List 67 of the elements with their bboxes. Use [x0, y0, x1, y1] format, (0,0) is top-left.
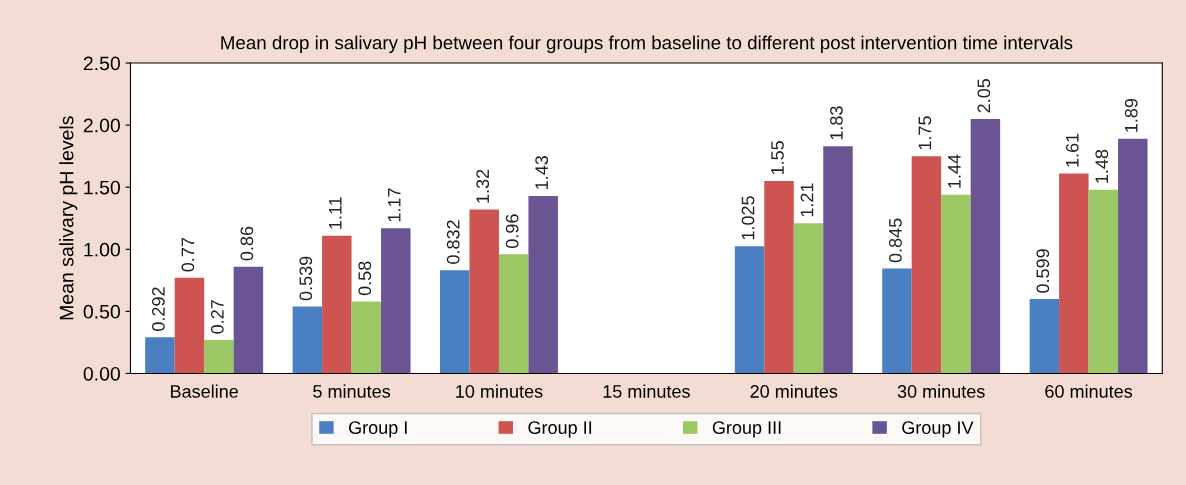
data-label: 0.292: [152, 287, 165, 331]
data-label: 1.025: [741, 196, 755, 240]
data-label: 1.44: [948, 154, 961, 188]
data-label: 0.58: [358, 261, 372, 296]
bar: [882, 268, 912, 374]
x-tick-label: 30 minutes: [897, 384, 985, 398]
data-label: 1.48: [1095, 149, 1109, 183]
bar: [764, 181, 794, 374]
data-label: 1.83: [830, 106, 843, 140]
bar: [1059, 173, 1089, 374]
bar: [440, 270, 470, 374]
y-tick-label: 1.00: [84, 242, 120, 257]
data-label: 0.77: [181, 238, 195, 272]
x-tick-label: 60 minutes: [1045, 384, 1133, 398]
data-label: 1.75: [918, 116, 932, 150]
y-tick-label: 2.50: [83, 56, 120, 71]
data-label: 0.96: [505, 214, 519, 248]
bar: [204, 339, 234, 374]
y-tick-label: 2.00: [83, 118, 120, 133]
data-label: 0.539: [299, 256, 313, 301]
bar: [528, 195, 558, 374]
data-label: 1.55: [771, 141, 784, 175]
y-tick-label: 0.50: [83, 304, 120, 319]
bar: [1088, 189, 1119, 374]
data-label: 0.86: [240, 226, 254, 261]
bar: [292, 306, 323, 374]
bar: [145, 337, 175, 374]
bar: [793, 223, 824, 374]
x-tick-label: Baseline: [171, 384, 238, 398]
bar: [734, 246, 765, 374]
bar: [1118, 138, 1148, 374]
bar: [823, 146, 853, 374]
data-label: 1.89: [1124, 98, 1138, 132]
legend-label: Group I: [349, 421, 407, 438]
x-tick-label: 20 minutes: [750, 384, 838, 398]
bar: [941, 194, 971, 374]
y-tick-label: 1.50: [84, 180, 120, 195]
x-tick-label: 5 minutes: [313, 384, 391, 398]
y-axis-title: Mean salivary pH levels: [59, 116, 78, 320]
data-label: 1.21: [800, 183, 814, 217]
data-label: 1.32: [476, 169, 490, 203]
data-label: 1.17: [388, 188, 401, 222]
bar: [322, 235, 352, 374]
bar: [911, 156, 942, 374]
bar: [970, 118, 1001, 374]
legend-label: Group IV: [902, 421, 974, 438]
data-label: 0.27: [210, 300, 224, 334]
data-label: 1.11: [329, 197, 342, 229]
data-label: 0.599: [1036, 249, 1050, 293]
chart-title: Mean drop in salivary pH between four groups from baseline to different post intervention time intervals: [221, 35, 1073, 54]
y-tick-label: 0.00: [83, 366, 120, 381]
bar: [1029, 299, 1060, 374]
legend-label: Group III: [712, 421, 781, 438]
bar: [498, 254, 529, 374]
data-label: 2.05: [977, 78, 991, 113]
data-label: 1.61: [1065, 133, 1079, 167]
bar: [233, 266, 264, 374]
x-tick-label: 10 minutes: [456, 384, 543, 398]
data-label: 0.845: [889, 218, 902, 263]
bar: [381, 228, 411, 374]
bar: [174, 277, 205, 374]
data-label: 1.43: [535, 156, 549, 189]
data-label: 0.832: [446, 220, 460, 264]
x-tick-label: 15 minutes: [603, 384, 690, 398]
legend-label: Group II: [528, 421, 592, 438]
bar: [351, 301, 382, 374]
bar: [469, 209, 499, 374]
